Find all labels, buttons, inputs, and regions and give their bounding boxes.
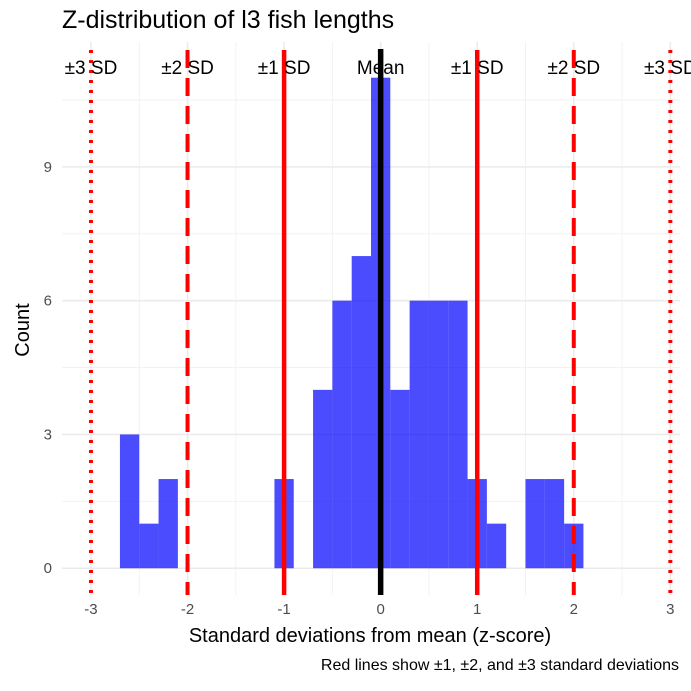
reference-lines: ±3 SD ±2 SD ±1 SD Mean ±1 SD ±2 SD ±3 SD (65, 49, 691, 595)
reference-line-label: ±1 SD (258, 58, 311, 79)
y-axis-title: Count (12, 303, 34, 357)
x-axis-ticks: -3 -2 -1 0 1 2 3 (84, 601, 674, 618)
reference-line-label: Mean (357, 58, 405, 79)
x-tick-label: 1 (473, 601, 481, 618)
histogram-bars (119, 77, 584, 569)
histogram-bar (158, 479, 178, 569)
chart-title: Z-distribution of l3 fish lengths (62, 6, 395, 34)
chart-caption: Red lines show ±1, ±2, and ±3 standard d… (320, 657, 679, 674)
x-axis-title: Standard deviations from mean (z-score) (189, 625, 551, 647)
histogram-bar (544, 479, 565, 569)
histogram-bar (409, 300, 429, 569)
histogram-bar (564, 523, 584, 569)
x-tick-label: 3 (666, 601, 674, 618)
histogram-bar (448, 300, 468, 569)
histogram-bar (486, 523, 507, 569)
histogram-bar (313, 389, 333, 569)
y-tick-label: 3 (44, 426, 52, 443)
x-tick-label: 2 (570, 601, 578, 618)
histogram-bar (428, 300, 449, 569)
histogram-bar (332, 300, 352, 569)
reference-line-label: ±2 SD (161, 58, 214, 79)
x-tick-label: -2 (181, 601, 194, 618)
histogram-bar (139, 523, 159, 569)
y-tick-label: 0 (44, 560, 52, 577)
histogram-bar (390, 389, 410, 569)
histogram-bar (119, 434, 140, 569)
y-axis-ticks: 0 3 6 9 (44, 159, 52, 577)
y-tick-label: 9 (44, 159, 52, 176)
reference-line-label: ±3 SD (65, 58, 118, 79)
x-tick-label: 0 (376, 601, 384, 618)
reference-line-label: ±2 SD (547, 58, 600, 79)
histogram-bar (351, 256, 371, 569)
x-tick-label: -1 (277, 601, 290, 618)
reference-line-label: ±1 SD (451, 58, 504, 79)
y-tick-label: 6 (44, 293, 52, 310)
histogram-bar (525, 479, 545, 569)
reference-line-label: ±3 SD (644, 58, 691, 79)
x-tick-label: -3 (84, 601, 97, 618)
